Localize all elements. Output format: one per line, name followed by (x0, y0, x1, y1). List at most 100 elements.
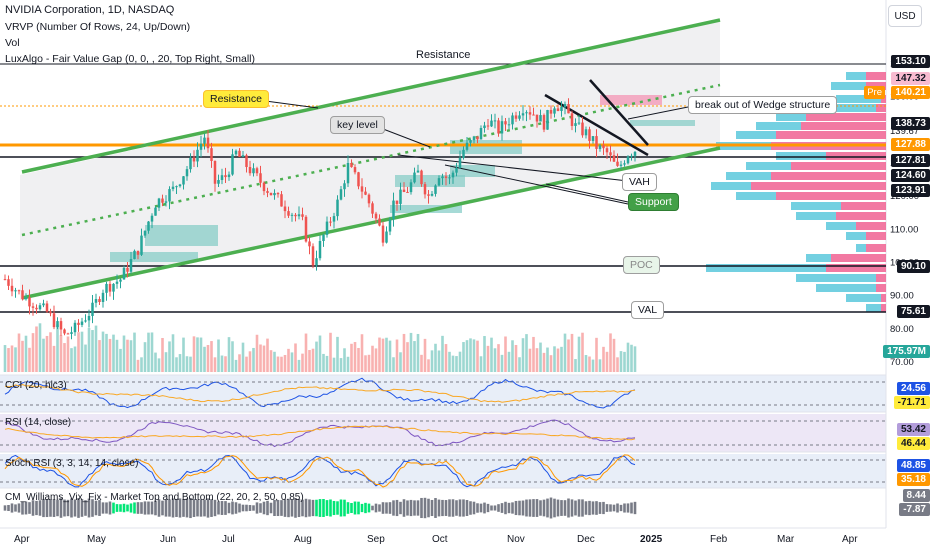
support-callout[interactable]: Support (628, 193, 679, 211)
vix-fix-bar (490, 505, 493, 511)
resistance-callout[interactable]: Resistance (203, 90, 269, 108)
volume-bar (479, 356, 483, 372)
vix-fix-bar (500, 503, 504, 513)
cm-vix-label[interactable]: CM_Williams_Vix_Fix - Market Top and Bot… (5, 492, 304, 503)
candle-body (245, 155, 248, 168)
volume-bar (388, 340, 392, 372)
vrvp-label[interactable]: VRVP (Number Of Rows, 24, Up/Down) (5, 21, 191, 33)
stoch-rsi-label[interactable]: Stoch RSI (3, 3, 14, 14, close) (5, 458, 139, 469)
vix-fix-bar (619, 504, 623, 512)
candle-body (234, 150, 238, 155)
candle-body (563, 104, 567, 107)
volume-bar (108, 338, 112, 372)
volume-bar (497, 344, 500, 372)
volume-bar (504, 336, 507, 372)
volume-bar (94, 325, 98, 372)
vix-fix-bar (52, 499, 56, 517)
candle-body (507, 124, 511, 126)
volume-bar (182, 337, 185, 372)
volume-bar (63, 343, 66, 372)
candle-body (105, 283, 108, 293)
volume-bar (273, 351, 276, 372)
volume-bar (357, 347, 360, 372)
vix-fix-bar (301, 499, 304, 517)
volume-bar (409, 332, 413, 372)
candle-body (31, 306, 35, 308)
volume-bar (616, 357, 619, 372)
volume-bar (304, 333, 308, 372)
price-tag-14732: 147.32 (891, 72, 930, 85)
symbol-title[interactable]: NVIDIA Corporation, 1D, NASDAQ (5, 4, 175, 16)
candle-body (420, 170, 423, 185)
volume-bar (196, 337, 199, 372)
candle-body (511, 115, 514, 125)
vix-fix-bar (140, 502, 143, 514)
volume-bar (619, 351, 623, 372)
volume-profile-up (856, 244, 866, 252)
cci-label[interactable]: CCI (20, hlc3) (5, 380, 67, 391)
candle-body (322, 234, 325, 241)
candle-body (409, 182, 413, 193)
vix-fix-bar (38, 500, 42, 516)
vix-fix-bar (259, 503, 262, 513)
volume-bar (322, 353, 325, 372)
candle-body (70, 332, 73, 334)
volume-profile-down (881, 304, 886, 312)
volume-bar (56, 324, 59, 372)
vix-fix-bar (413, 500, 416, 516)
candle-body (360, 186, 364, 192)
vix-fix-bar (7, 504, 10, 512)
val-callout[interactable]: VAL (631, 301, 665, 319)
candle-body (479, 128, 483, 140)
volume-profile-down (836, 212, 886, 220)
candle-body (346, 163, 350, 184)
vix-fix-bar (245, 504, 248, 512)
vol-label[interactable]: Vol (5, 37, 20, 49)
vix-fix-bar (210, 499, 213, 517)
volume-bar (553, 346, 556, 372)
candle-body (385, 231, 388, 243)
volume-profile-up (826, 222, 856, 230)
currency-button[interactable]: USD (888, 5, 922, 27)
volume-profile-up (756, 122, 801, 130)
vix-fix-bar (416, 500, 420, 516)
volume-bar (206, 345, 210, 372)
volume-bar (507, 351, 511, 372)
vix-fix-bar (553, 498, 556, 518)
price-tag-9010: 90.10 (896, 260, 930, 273)
candle-body (381, 225, 385, 243)
vix-fix-bar (304, 498, 308, 518)
vix-fix-bar (56, 499, 59, 517)
vix-fix-bar (612, 504, 616, 512)
vah-callout[interactable]: VAH (622, 173, 657, 191)
vix-fix-bar (535, 499, 539, 517)
fvg-label[interactable]: LuxAlgo - Fair Value Gap (0, 0, , 20, To… (5, 53, 255, 65)
vix-fix-bar (280, 500, 283, 516)
volume-profile-down (771, 172, 886, 180)
candle-body (399, 189, 402, 204)
volume-profile-up (796, 212, 836, 220)
vix-fix-bar (437, 499, 441, 517)
price-tag-13873: 138.73 (891, 117, 930, 130)
rsi-label[interactable]: RSI (14, close) (5, 417, 72, 428)
vix-fix-bar (108, 501, 112, 515)
vix-fix-bar (24, 501, 28, 515)
volume-bar (245, 356, 248, 372)
wedge-callout[interactable]: break out of Wedge structure (688, 96, 838, 114)
candle-body (476, 136, 479, 140)
volume-bar (280, 356, 283, 372)
poc-callout[interactable]: POC (623, 256, 660, 274)
candle-body (423, 184, 427, 195)
key-level-callout[interactable]: key level (330, 116, 385, 134)
volume-profile-down (776, 192, 886, 200)
vix-fix-bar (105, 502, 108, 514)
volume-bar (129, 340, 133, 372)
volume-bar (178, 354, 182, 372)
volume-bar (567, 339, 570, 372)
candle-body (343, 183, 346, 190)
candle-body (199, 143, 203, 150)
vix-fix-bar (147, 501, 150, 515)
volume-bar (84, 344, 87, 372)
vix-fix-bar (350, 503, 353, 513)
volume-bar (623, 351, 626, 372)
